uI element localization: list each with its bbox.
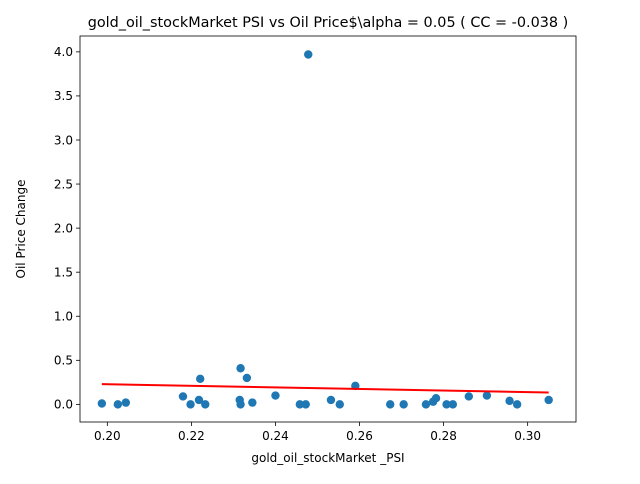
y-tick-label: 3.5 [54,89,73,103]
scatter-point [512,400,522,409]
x-tick-label: 0.30 [514,429,541,443]
axes-frame [79,35,577,423]
chart-title: gold_oil_stockMarket PSI vs Oil Price$\a… [88,15,569,31]
scatter-point [196,374,205,384]
x-tick-label: 0.20 [94,429,121,443]
y-axis-label: Oil Price Change [14,180,28,279]
scatter-point [242,373,252,383]
regression-line [101,383,549,394]
y-tick-label: 2.5 [54,177,73,191]
y-tick-label: 0.5 [54,354,73,368]
scatter-point [431,394,441,403]
x-tick-label: 0.24 [262,429,289,443]
x-tick-label: 0.28 [430,429,457,443]
y-tick-label: 4.0 [54,45,73,59]
plot-area: 0.20 0.22 0.24 0.26 0.28 0.30 0.0 0.5 1.0 1.5 2.0 2… [54,35,577,443]
scatter-point [544,395,553,405]
scatter-point [386,400,395,409]
scatter-point [335,400,344,409]
y-tick-label: 1.5 [54,265,73,279]
scatter-point [421,400,431,409]
y-tick-label: 3.0 [54,133,73,147]
scatter-point [464,392,474,401]
scatter-point [113,400,123,409]
x-tick-label: 0.22 [178,429,205,443]
scatter-point [399,400,408,409]
scatter-point [201,400,210,409]
scatter-point [301,400,310,409]
scatter-point [186,400,195,409]
scatter-point [121,398,131,407]
scatter-point [295,400,305,409]
scatter-point [248,398,257,407]
scatter-point [97,399,107,408]
y-tick-label: 1.0 [54,310,73,324]
scatter-point [448,400,458,409]
x-axis-label: gold_oil_stockMarket _PSI [251,451,404,465]
y-tick-label: 2.0 [54,221,73,235]
scatter-point [326,395,336,405]
y-tick-label: 0.0 [54,398,73,412]
scatter-point [236,400,245,409]
scatter-point [178,392,188,401]
scatter-point [482,391,492,400]
scatter-point [194,395,204,405]
scatter-point [236,364,245,373]
x-tick-label: 0.26 [346,429,373,443]
scatter-point [442,400,451,409]
scatter-point [505,396,514,406]
scatter-point [304,50,313,59]
scatter-point [271,391,280,400]
